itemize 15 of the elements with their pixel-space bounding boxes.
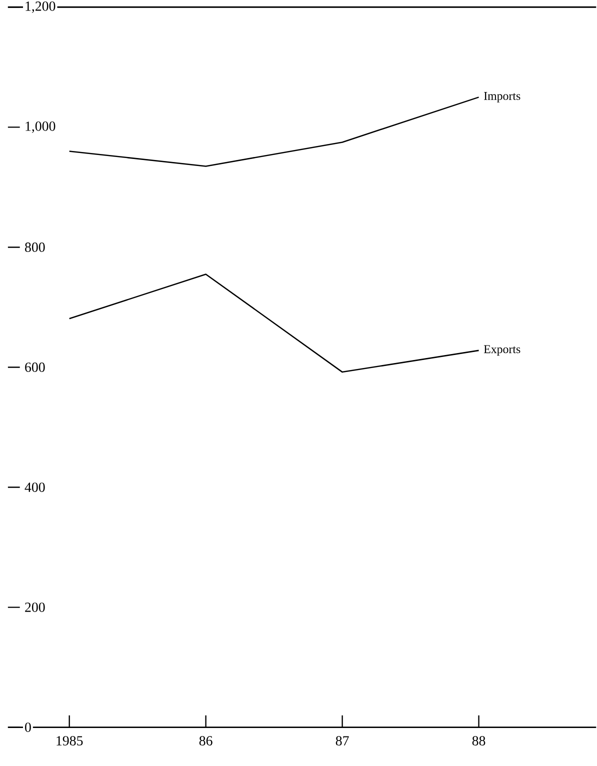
x-tick-label: 88 — [472, 736, 486, 746]
x-tick-label: 87 — [336, 736, 349, 746]
x-tick-label: 86 — [199, 736, 212, 746]
series-label: Imports — [484, 92, 520, 102]
y-tick-label: 400 — [24, 482, 45, 492]
y-tick-label: 1,200 — [26, 1, 56, 13]
y-tick-label: 0 — [25, 722, 31, 732]
line-series — [68, 274, 480, 373]
y-tick-label: 1,000 — [26, 122, 56, 133]
y-tick-label: 200 — [25, 602, 45, 612]
x-tick-label: 1985 — [56, 736, 83, 746]
y-tick-label: 800 — [25, 242, 45, 252]
series-label: Exports — [484, 345, 520, 356]
line-series — [68, 96, 480, 167]
y-tick-label: 600 — [25, 362, 45, 372]
